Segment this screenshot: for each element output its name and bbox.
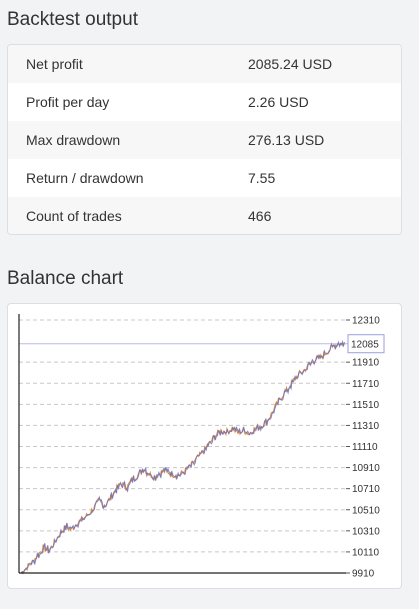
table-row: Return / drawdown 7.55 — [8, 159, 401, 197]
y-tick-label: 10710 — [352, 484, 380, 495]
y-tick-label: 11510 — [352, 400, 380, 411]
stat-value-max-drawdown: 276.13 USD — [248, 132, 325, 148]
stat-value-count-of-trades: 466 — [248, 208, 272, 224]
current-balance-marker — [347, 334, 385, 354]
stat-value-net-profit: 2085.24 USD — [248, 56, 333, 72]
balance-chart[interactable]: 12310 11910 11710 11510 11310 11110 10910 10710… — [8, 304, 401, 588]
stat-value-profit-per-day: 2.26 USD — [248, 94, 309, 110]
balance-series-line-secondary — [21, 339, 346, 574]
stat-label-profit-per-day: Profit per day — [26, 94, 110, 110]
y-tick-label: 11910 — [352, 358, 380, 369]
chart-tick-labels: 12310 11910 11710 11510 11310 11110 10910 10710… — [347, 316, 385, 580]
balance-chart-card[interactable]: 12310 11910 11710 11510 11310 11110 10910 10710… — [7, 303, 402, 589]
table-row: Count of trades 466 — [8, 197, 401, 234]
chart-axes — [18, 314, 350, 574]
stat-label-net-profit: Net profit — [26, 56, 83, 72]
y-tick-label: 11710 — [352, 379, 380, 390]
y-tick-label: 11310 — [352, 421, 380, 432]
table-row: Net profit 2085.24 USD — [8, 45, 401, 83]
balance-chart-title: Balance chart — [7, 268, 124, 289]
stat-label-return-drawdown: Return / drawdown — [26, 170, 144, 186]
stat-value-return-drawdown: 7.55 — [248, 170, 276, 186]
y-tick-label: 10510 — [352, 505, 380, 516]
stat-label-count-of-trades: Count of trades — [26, 208, 122, 224]
table-row: Max drawdown 276.13 USD — [8, 121, 401, 159]
y-tick-label: 11110 — [352, 442, 378, 453]
y-tick-label: 10110 — [352, 547, 380, 558]
table-row: Profit per day 2.26 USD — [8, 83, 401, 121]
y-tick-label: 9910 — [352, 569, 375, 580]
y-tick-label: 12310 — [352, 316, 380, 327]
current-balance-label: 12085 — [351, 340, 379, 351]
y-tick-label: 10910 — [352, 463, 380, 474]
backtest-stats-table: Net profit 2085.24 USD Profit per day 2.… — [7, 44, 402, 235]
backtest-output-title: Backtest output — [7, 9, 138, 30]
y-tick-label: 10310 — [352, 526, 380, 537]
stat-label-max-drawdown: Max drawdown — [26, 132, 121, 148]
chart-grid — [19, 319, 348, 553]
chart-series — [20, 339, 346, 575]
